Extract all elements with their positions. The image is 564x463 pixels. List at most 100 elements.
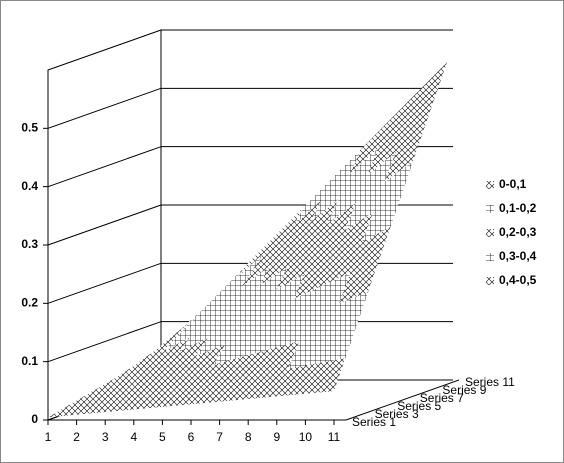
surface-cell [59, 396, 100, 411]
surface-cell [310, 174, 350, 223]
surface-cell [247, 267, 288, 306]
x-tick-label: 9 [273, 430, 280, 444]
surface-cell [195, 279, 236, 318]
y-tick-label: 0.4 [21, 179, 38, 193]
surface-cell [121, 352, 162, 378]
surface-cell [145, 372, 185, 395]
depth-tick-label: Series 5 [397, 399, 441, 413]
surface-cell [212, 269, 253, 308]
surface-cell [185, 345, 225, 373]
x-tick-label: 5 [159, 430, 166, 444]
surface-cell [276, 363, 317, 397]
surface-cell [144, 329, 185, 360]
grid-line [47, 321, 162, 363]
surface-cell [264, 274, 305, 313]
surface-cell [241, 246, 282, 287]
surface-cell [156, 355, 197, 381]
surface-cell [213, 334, 254, 365]
surface-cell [298, 199, 339, 245]
surface-cell [173, 364, 214, 390]
depth-tick-label: Series 1 [352, 415, 396, 429]
surface-cell [305, 358, 346, 394]
surface-cell [224, 312, 265, 345]
surface-cell [70, 387, 111, 405]
surface-cell [184, 293, 225, 329]
grid-line [47, 204, 162, 246]
surface-cell [191, 379, 231, 405]
x-tick-label: 10 [299, 430, 313, 444]
surface-cell [270, 313, 311, 349]
surface-cell [116, 380, 157, 401]
legend-label: 0,2-0,3 [499, 225, 537, 239]
surface-cell [236, 289, 277, 326]
surface-cell [87, 388, 128, 406]
surface-cell [48, 405, 88, 418]
x-tick-label: 4 [130, 430, 137, 444]
x-tick-label: 11 [328, 430, 341, 444]
surface-cell [339, 259, 380, 303]
surface-cell [224, 252, 265, 294]
surface-cell [395, 95, 436, 152]
y-tick-label: 0.5 [21, 121, 38, 135]
surface-cell [207, 305, 248, 339]
x-tick-label: 2 [73, 430, 80, 444]
surface-cell [133, 340, 173, 369]
surface-cell [333, 212, 374, 259]
surface-cell [218, 285, 259, 322]
surface-cell [179, 321, 219, 352]
legend-swatch [486, 181, 494, 189]
surface-cell [355, 151, 396, 203]
surface-cell [327, 175, 368, 224]
surface-cell [230, 266, 271, 305]
surface-cell [316, 203, 356, 249]
surface-cell [133, 389, 174, 410]
surface-cell [299, 303, 340, 342]
surface-cell [127, 366, 168, 389]
surface-cell [150, 337, 191, 365]
grid-line [47, 262, 162, 304]
surface-cell [252, 226, 293, 270]
legend-label: 0,4-0,5 [499, 273, 537, 287]
grid-line [47, 87, 162, 129]
surface-cell [344, 182, 385, 231]
surface-cell [162, 384, 203, 407]
surface-cell [110, 364, 151, 387]
surface-cell [248, 368, 289, 399]
legend-label: 0-0,1 [499, 177, 527, 191]
surface-cell [287, 224, 328, 268]
legend-label: 0,1-0,2 [499, 201, 537, 215]
x-tick-label: 8 [245, 430, 252, 444]
surface-cell [367, 121, 408, 176]
surface-cell [361, 193, 402, 243]
legend-label: 0,3-0,4 [499, 249, 537, 263]
surface-cell [304, 230, 345, 274]
surface-cell [264, 206, 304, 253]
surface-cell [201, 287, 242, 323]
x-tick-label: 7 [216, 430, 223, 444]
surface-cell [258, 245, 299, 286]
surface-cell [219, 374, 260, 402]
surface-cell [105, 395, 146, 413]
surface-cell [190, 304, 231, 337]
surface-cell [373, 161, 414, 213]
depth-tick-label: Series 11 [465, 375, 515, 389]
surface-cell [270, 222, 310, 266]
surface-cell [350, 226, 391, 273]
legend-swatch [486, 277, 494, 285]
surface-cell [81, 377, 122, 398]
surface-cell [173, 308, 213, 341]
depth-tick-label: Series 3 [375, 407, 419, 421]
surface-cell [167, 338, 208, 366]
surface-cell [407, 62, 447, 122]
y-tick-label: 0.3 [21, 237, 38, 251]
surface-cell [139, 351, 179, 377]
surface-cell [230, 349, 271, 380]
surface-cell [161, 322, 202, 353]
surface-cell [242, 324, 283, 357]
surface-cell [206, 264, 247, 306]
y-tick-label: 0.1 [21, 354, 38, 368]
surface-cell [384, 128, 425, 182]
legend-swatch [486, 253, 494, 261]
surface-cell [76, 400, 117, 415]
